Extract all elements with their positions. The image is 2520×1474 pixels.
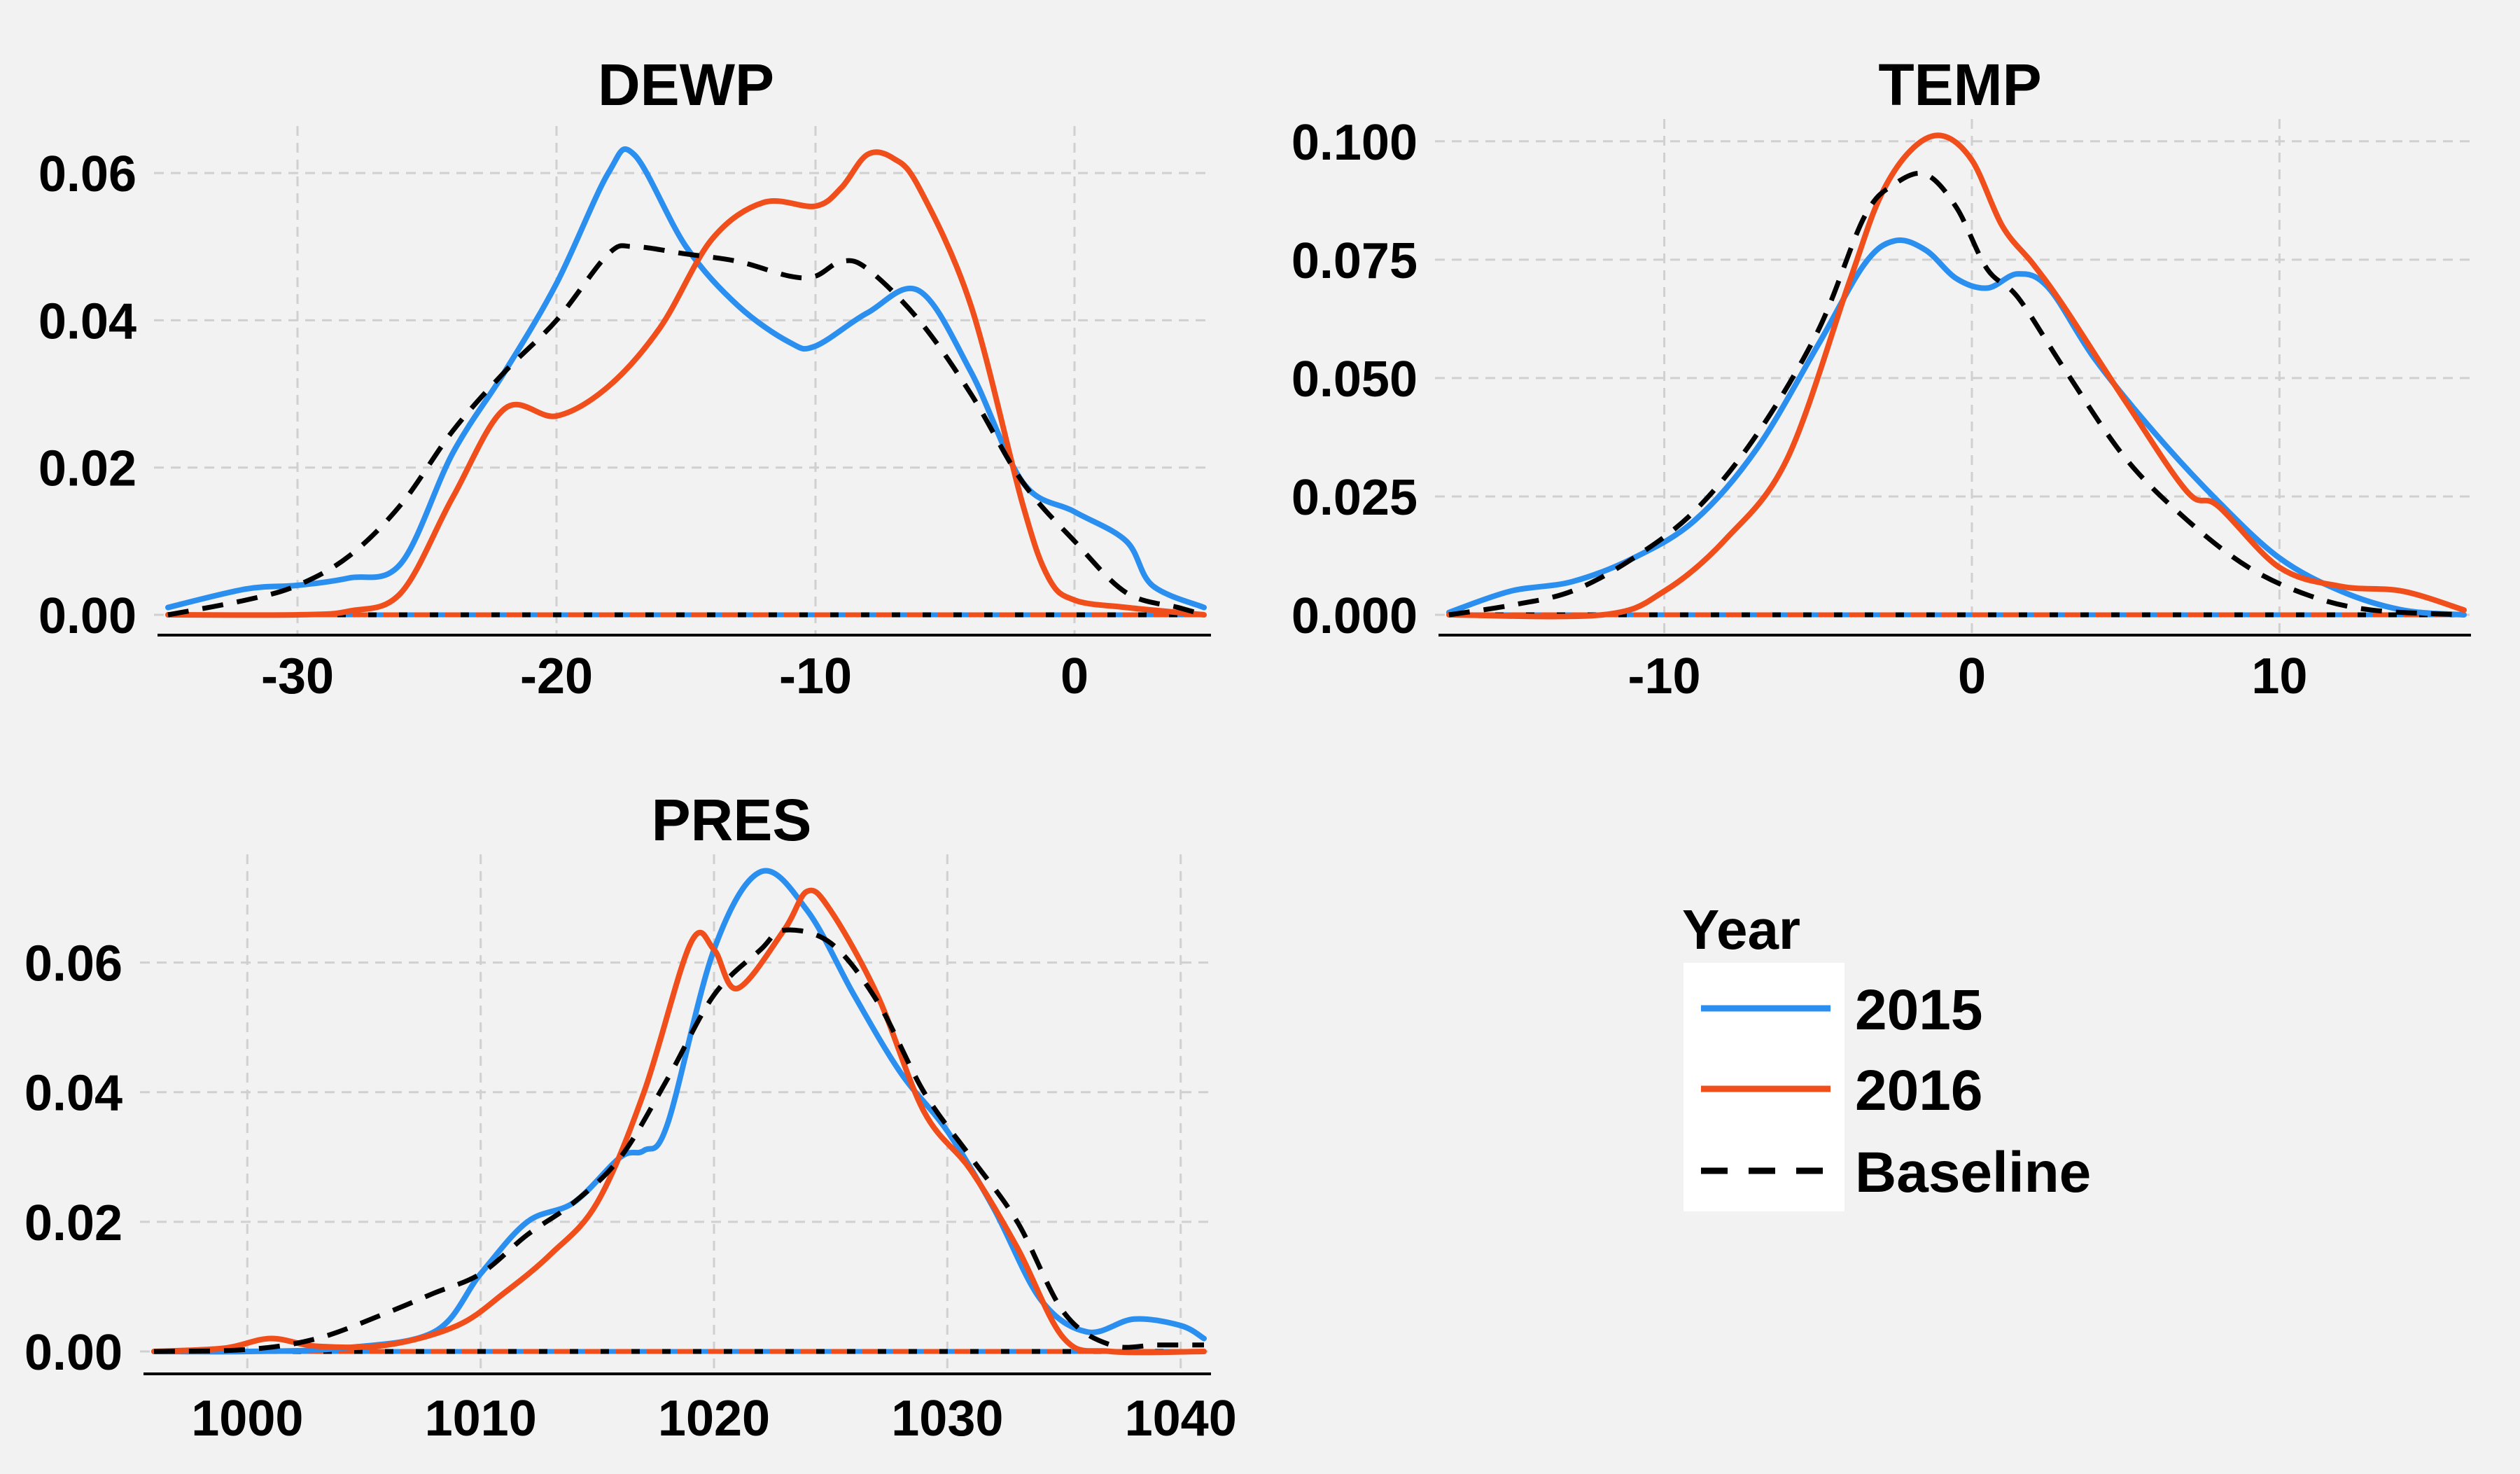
pres-y-tick-label: 0.00 — [24, 1325, 122, 1381]
dewp-y-tick-label: 0.02 — [38, 441, 136, 497]
legend-label-2016: 2016 — [1855, 1059, 1982, 1122]
pres-x-tick-label: 1000 — [191, 1391, 303, 1447]
pres-y-tick-label: 0.02 — [24, 1195, 122, 1251]
panel-pres: 0.00 0.02 0.04 0.06 1000 1010 1020 1030 1040 PRES — [24, 787, 1237, 1447]
pres-x-tick-label: 1020 — [658, 1391, 770, 1447]
dewp-x-tick-label: -10 — [779, 648, 852, 704]
temp-title: TEMP — [1878, 52, 2041, 118]
pres-x-tick-label: 1010 — [425, 1391, 537, 1447]
legend-label-2015: 2015 — [1855, 978, 1982, 1042]
temp-y-tick-label: 0.000 — [1292, 588, 1418, 644]
pres-series-baseline — [153, 927, 1204, 1354]
temp-x-tick-label: -10 — [1628, 648, 1701, 704]
dewp-x-tick-label: -20 — [520, 648, 593, 704]
temp-y-tick-label: 0.025 — [1292, 470, 1418, 526]
pres-y-tick-label: 0.04 — [24, 1066, 122, 1122]
dewp-y-tick-label: 0.04 — [38, 293, 136, 349]
plots-layer: 0.000.020.040.06-30 -20 -10 0DEWP0.0000.025… — [24, 52, 2471, 1447]
legend: Year 2015 2016 Baseline — [1682, 898, 2091, 1211]
temp-y-tick-label: 0.050 — [1292, 352, 1418, 408]
pres-x-tick-label: 1040 — [1125, 1391, 1237, 1447]
legend-title: Year — [1682, 898, 1800, 961]
temp-series-baseline — [1448, 170, 2465, 618]
dewp-series-2015 — [165, 146, 1207, 611]
legend-label-baseline: Baseline — [1855, 1141, 2091, 1204]
panel-temp: 0.000 0.025 0.050 0.075 0.100 -10 0 10 TEMP — [1292, 52, 2471, 704]
panel-dewp: 0.00 0.02 0.04 0.06 -30 -20 -10 0 DEWP — [38, 52, 1211, 704]
dewp-series-baseline — [167, 243, 1205, 618]
dewp-y-tick-label: 0.06 — [38, 146, 136, 202]
dewp-series-2016 — [165, 149, 1207, 618]
temp-y-tick-label: 0.075 — [1292, 233, 1418, 289]
temp-x-tick-label: 0 — [1958, 648, 1986, 704]
dewp-title: DEWP — [598, 52, 774, 118]
temp-series-2016 — [1446, 132, 2467, 620]
pres-x-tick-label: 1030 — [891, 1391, 1003, 1447]
pres-y-tick-label: 0.06 — [24, 936, 122, 992]
pres-series-2016 — [151, 887, 1207, 1356]
pres-title: PRES — [652, 787, 812, 853]
temp-series-2015 — [1446, 237, 2467, 618]
dewp-x-tick-label: -30 — [261, 648, 334, 704]
dewp-y-tick-label: 0.00 — [38, 588, 136, 644]
dewp-x-tick-label: 0 — [1060, 648, 1088, 704]
temp-y-tick-label: 0.100 — [1292, 115, 1418, 171]
pres-series-2015 — [151, 868, 1207, 1355]
temp-x-tick-label: 10 — [2251, 648, 2307, 704]
